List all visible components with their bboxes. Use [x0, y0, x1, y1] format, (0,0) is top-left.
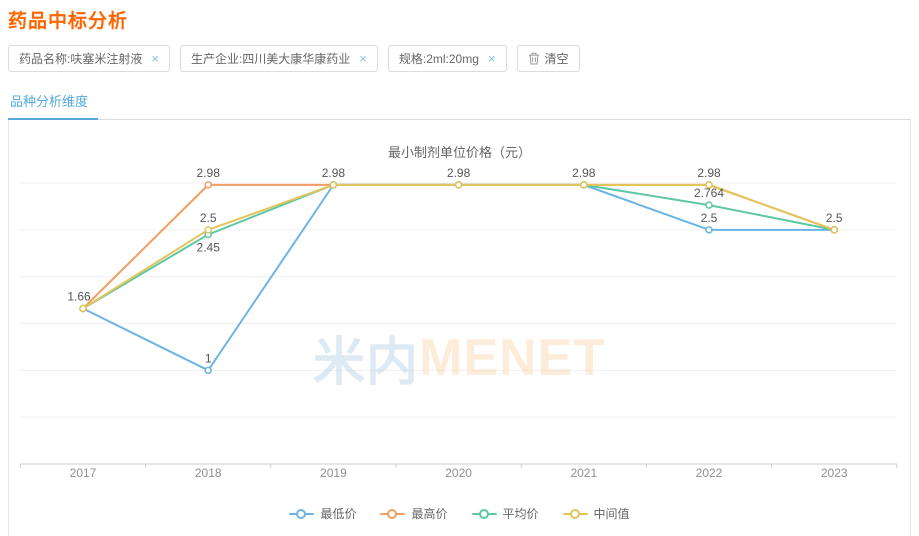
point-label: 1 — [205, 351, 212, 365]
chart-legend: 最低价 最高价 平均价 中间值 — [9, 505, 910, 522]
filter-tag-label: 生产企业:四川美大康华康药业 — [190, 52, 351, 66]
tab-variety-analysis[interactable]: 品种分析维度 — [8, 87, 99, 120]
x-axis-label: 2018 — [195, 466, 222, 480]
legend-line-marker-icon — [471, 508, 497, 519]
legend-line-marker-icon — [289, 508, 315, 519]
trash-icon — [528, 52, 540, 65]
x-axis-label: 2017 — [70, 466, 97, 480]
x-axis-label: 2019 — [320, 466, 347, 480]
data-point-中间值-2018[interactable] — [204, 226, 212, 234]
chart-title: 最小制剂单位价格（元） — [387, 145, 531, 160]
legend-item-中间值[interactable]: 中间值 — [562, 505, 630, 522]
point-label: 2.5 — [826, 211, 843, 225]
legend-item-平均价[interactable]: 平均价 — [471, 505, 539, 522]
point-label: 2.98 — [197, 166, 221, 180]
legend-line-marker-icon — [380, 508, 406, 519]
data-point-平均价-2022[interactable] — [705, 201, 713, 209]
chart-panel: 最小制剂单位价格（元） 2017 2018 2019 2020 2021 2022 2023… — [8, 120, 911, 536]
point-label: 2.98 — [572, 166, 596, 180]
point-label: 2.5 — [200, 211, 217, 225]
point-label: 2.98 — [447, 166, 471, 180]
clear-filters-button[interactable]: 清空 — [516, 45, 580, 72]
price-trend-chart[interactable]: 2017 2018 2019 2020 2021 2022 2023 1.66 2.98 2.5 2… — [9, 120, 910, 536]
data-point-最低价-2022[interactable] — [705, 226, 713, 234]
point-label: 2.5 — [701, 211, 718, 225]
legend-label: 中间值 — [593, 507, 630, 521]
filter-tag-close-icon[interactable]: × — [151, 51, 159, 66]
legend-label: 最低价 — [320, 507, 357, 521]
data-point-中间值-2017[interactable] — [79, 304, 87, 313]
x-axis-label: 2023 — [821, 466, 848, 480]
data-point-中间值-2020[interactable] — [454, 181, 463, 189]
legend-item-最低价[interactable]: 最低价 — [289, 505, 356, 522]
data-point-中间值-2019[interactable] — [329, 181, 338, 189]
point-label: 2.764 — [694, 186, 724, 200]
clear-filters-label: 清空 — [544, 52, 569, 66]
x-axis-label: 2021 — [570, 466, 597, 480]
filter-tag: 规格:2ml:20mg × — [387, 45, 507, 72]
series-line-最低价 — [82, 183, 836, 372]
data-point-最高价-2018[interactable] — [204, 181, 212, 189]
data-point-中间值-2022[interactable] — [705, 181, 713, 189]
legend-label: 最高价 — [411, 507, 448, 521]
filter-tag: 药品名称:呋塞米注射液 × — [8, 45, 170, 72]
x-axis-label: 2022 — [696, 466, 723, 480]
data-point-最低价-2018[interactable] — [204, 366, 212, 375]
legend-item-最高价[interactable]: 最高价 — [380, 505, 448, 522]
filter-row: 药品名称:呋塞米注射液 × 生产企业:四川美大康华康药业 × 规格:2ml:20mg × … — [8, 45, 911, 72]
point-label: 1.66 — [67, 290, 91, 304]
point-label: 2.45 — [197, 241, 221, 255]
data-point-中间值-2023[interactable] — [830, 226, 838, 234]
x-axis-label: 2020 — [445, 466, 472, 480]
filter-tag-close-icon[interactable]: × — [359, 51, 367, 66]
point-label: 2.98 — [322, 166, 346, 180]
page-title: 药品中标分析 — [8, 11, 129, 32]
filter-tag-label: 药品名称:呋塞米注射液 — [19, 52, 143, 66]
filter-tag-close-icon[interactable]: × — [487, 51, 496, 66]
filter-tag: 生产企业:四川美大康华康药业 × — [179, 45, 378, 72]
filter-tag-label: 规格:2ml:20mg — [398, 52, 479, 66]
legend-line-marker-icon — [562, 508, 588, 519]
data-point-中间值-2021[interactable] — [580, 181, 588, 189]
legend-label: 平均价 — [502, 507, 539, 521]
point-label: 2.98 — [697, 166, 721, 180]
tab-bar: 品种分析维度 — [8, 87, 911, 120]
